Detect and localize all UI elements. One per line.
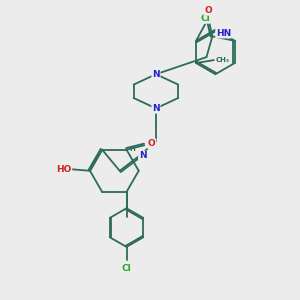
Text: N: N [139,152,146,160]
Text: Cl: Cl [122,264,131,273]
Text: O: O [204,6,212,15]
Text: H: H [129,146,135,152]
Text: HN: HN [216,29,231,38]
Text: HO: HO [56,165,71,174]
Text: Cl: Cl [200,14,210,23]
Text: N: N [152,104,160,113]
Text: O: O [148,139,156,148]
Text: N: N [152,70,160,79]
Text: CH₃: CH₃ [215,57,229,63]
